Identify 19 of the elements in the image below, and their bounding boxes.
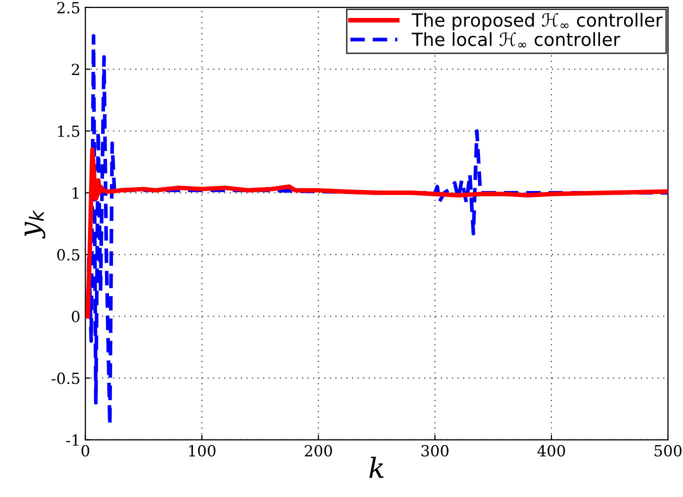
x-axis-title: k bbox=[369, 456, 384, 478]
x-tick-label: 0 bbox=[82, 444, 90, 457]
x-tick-label: 100 bbox=[189, 444, 216, 457]
line-series bbox=[85, 147, 668, 319]
x-tick-label: 200 bbox=[304, 444, 332, 457]
y-tick-label: 2 bbox=[72, 64, 80, 76]
legend-label: The local ℋ$_{∞}$ controller bbox=[412, 32, 620, 48]
y-tick-label: 0 bbox=[72, 310, 80, 322]
y-tick-label: -1 bbox=[66, 434, 78, 446]
legend-label: The proposed ℋ$_{∞}$ controller bbox=[412, 12, 663, 30]
y-tick-label: 2.5 bbox=[57, 2, 80, 14]
y-tick-label: -0.5 bbox=[52, 372, 80, 384]
y-tick-label: 1 bbox=[72, 187, 78, 199]
y-axis-title: y$_{k}$ bbox=[24, 210, 46, 239]
y-tick-label: 0.5 bbox=[57, 249, 80, 261]
x-tick-label: 500 bbox=[654, 444, 682, 457]
y-tick-label: 1.5 bbox=[58, 125, 80, 138]
x-tick-label: 400 bbox=[537, 444, 566, 457]
x-tick-label: 300 bbox=[422, 444, 448, 457]
